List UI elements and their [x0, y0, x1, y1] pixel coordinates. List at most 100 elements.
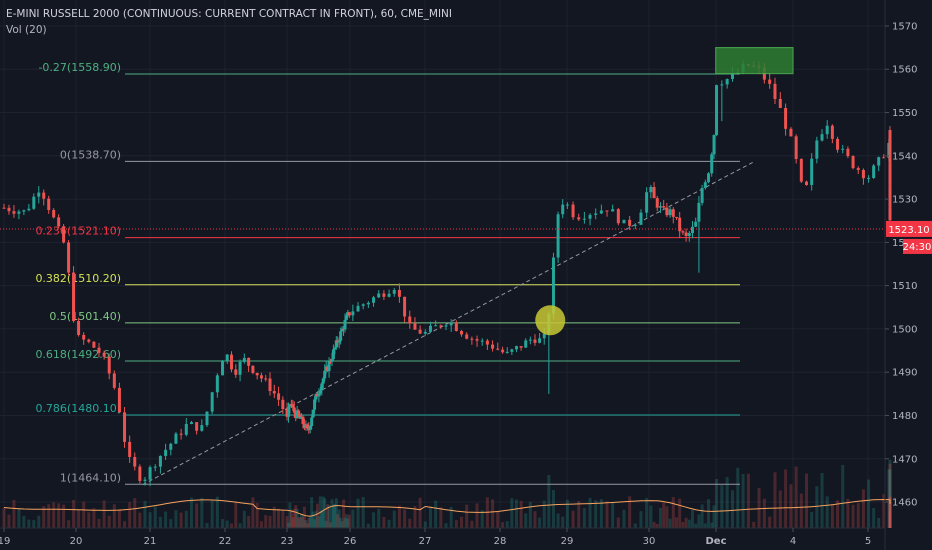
volume-bar — [720, 484, 724, 528]
volume-bar — [320, 510, 324, 528]
volume-bar — [551, 490, 555, 528]
time-tick-label: 26 — [344, 536, 357, 547]
candle-body — [339, 331, 343, 341]
time-tick-label: 19 — [0, 536, 10, 547]
volume-bar — [308, 516, 312, 528]
volume-bar — [230, 523, 234, 528]
candle-body — [551, 257, 555, 314]
volume-bar — [133, 498, 137, 528]
volume-bar — [52, 502, 56, 528]
volume-bar — [336, 514, 340, 528]
volume-bar — [153, 506, 157, 528]
candle-body — [169, 443, 173, 450]
volume-bar — [439, 507, 443, 528]
candle-body — [888, 207, 892, 221]
volume-bar — [12, 499, 16, 528]
volume-bar — [697, 514, 701, 528]
volume-bar — [622, 509, 626, 528]
volume-bar — [778, 490, 782, 528]
volume-bar — [856, 503, 860, 528]
time-tick-label: 28 — [494, 536, 507, 547]
candle-body — [519, 346, 523, 348]
fibonacci-retracement[interactable]: -0.27(1558.90) 0(1538.70) 0.236(1521.10) 0.… — [35, 61, 740, 485]
volume-bar — [454, 520, 458, 528]
volume-bar — [684, 517, 688, 528]
candle-body — [327, 361, 331, 372]
chart-title: E-MINI RUSSELL 2000 (CONTINUOUS: CURRENT… — [6, 8, 453, 20]
trendline[interactable] — [142, 160, 755, 486]
candle-body — [221, 361, 225, 376]
time-axis[interactable]: 19 20 21 22 23 26 27 28 29 30 Dec 4 5 — [0, 527, 885, 547]
candle-body — [387, 293, 391, 297]
volume-bar — [888, 501, 892, 528]
volume-bar — [47, 504, 51, 528]
volume-bar — [298, 517, 302, 528]
volume-bar — [221, 519, 225, 528]
candle-body — [681, 231, 685, 233]
candle-body — [272, 391, 276, 394]
volume-bar — [302, 506, 306, 528]
volume-bar — [762, 498, 766, 528]
volume-bar — [366, 523, 370, 528]
fib-level-label: 0.236(1521.10) — [35, 225, 121, 238]
volume-bar — [428, 506, 432, 528]
volume-bar — [305, 523, 309, 528]
volume-bar — [851, 504, 855, 528]
volume-bar — [337, 509, 341, 528]
volume-bar — [17, 508, 21, 528]
grid-lines — [0, 0, 885, 528]
candle-body — [148, 467, 152, 480]
volume-bar — [57, 503, 61, 528]
volume-bar — [652, 521, 656, 528]
volume-bars — [2, 459, 892, 528]
volume-bar — [820, 473, 824, 528]
candle-body — [347, 312, 351, 316]
volume-bar — [882, 494, 886, 528]
volume-bar — [470, 520, 474, 528]
candle-body — [323, 370, 327, 379]
candle-body — [805, 181, 808, 185]
candle-body — [174, 433, 178, 444]
volume-bar — [295, 508, 299, 528]
volume-bar — [123, 521, 127, 528]
price-tick-label: 1530 — [892, 195, 917, 206]
candle-body — [565, 204, 569, 206]
volume-bar — [887, 469, 891, 528]
volume-bar — [27, 519, 31, 528]
candle-body — [311, 409, 315, 418]
volume-bar — [789, 484, 793, 528]
volume-bar — [703, 523, 707, 528]
volume-bar — [444, 523, 448, 528]
candle-body — [301, 416, 305, 425]
price-tick-label: 1460 — [892, 498, 917, 509]
volume-bar — [247, 515, 251, 528]
candle-body — [491, 344, 495, 349]
volume-bar — [62, 504, 66, 528]
candle-body — [107, 356, 111, 374]
candle-body — [333, 347, 337, 350]
candle-body — [715, 85, 719, 136]
last-price-value: 1523.10 — [888, 225, 929, 236]
candle-body — [460, 330, 464, 335]
candle-body — [594, 213, 598, 215]
candle-body — [867, 177, 871, 179]
candle-body — [588, 214, 592, 219]
volume-bar — [361, 496, 365, 528]
volume-bar — [678, 498, 682, 528]
volume-bar — [347, 514, 351, 528]
candle-body — [242, 357, 246, 362]
volume-bar — [200, 497, 204, 528]
volume-bar — [323, 498, 327, 528]
volume-bar — [741, 473, 745, 528]
annotations[interactable] — [0, 47, 885, 336]
volume-bar — [746, 473, 750, 528]
countdown-badge-bg — [903, 238, 932, 254]
volume-bar — [888, 463, 892, 528]
volume-bar — [846, 498, 850, 528]
volume-bar — [799, 493, 803, 528]
candle-body — [697, 202, 701, 222]
candle-body — [423, 331, 427, 334]
volume-bar — [730, 490, 734, 528]
candle-body — [344, 315, 348, 320]
